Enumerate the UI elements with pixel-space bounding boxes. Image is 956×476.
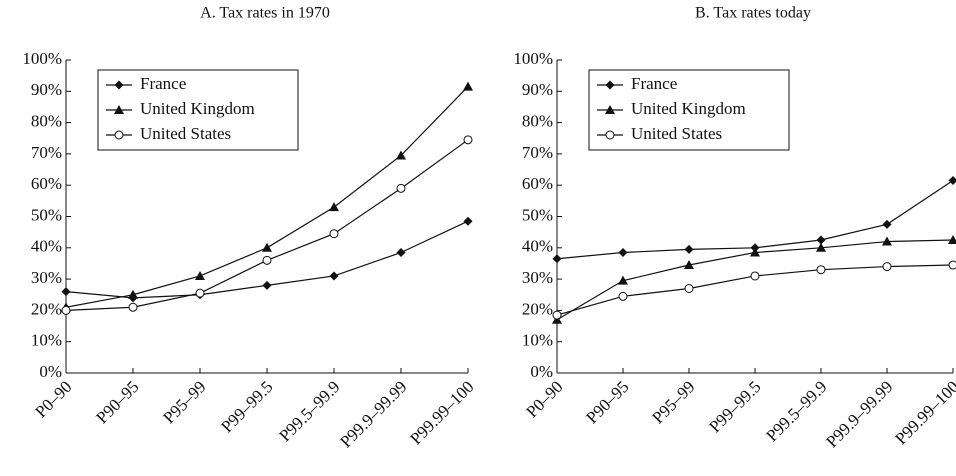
marker bbox=[114, 130, 124, 140]
marker bbox=[816, 265, 826, 275]
marker bbox=[329, 271, 339, 281]
marker bbox=[605, 130, 615, 140]
y-tick-label: 40% bbox=[31, 237, 62, 256]
marker bbox=[618, 275, 628, 285]
x-tick-label: P99.5–99.9 bbox=[762, 377, 830, 445]
y-tick-label: 80% bbox=[31, 112, 62, 131]
marker bbox=[463, 216, 473, 226]
legend-label: United States bbox=[140, 124, 231, 143]
x-tick-label: P95–99 bbox=[648, 377, 698, 427]
marker bbox=[882, 262, 892, 272]
y-tick-label: 10% bbox=[31, 331, 62, 350]
marker bbox=[684, 244, 694, 254]
marker bbox=[948, 176, 956, 186]
marker bbox=[750, 271, 760, 281]
x-tick-label: P99.9–99.99 bbox=[822, 377, 896, 451]
y-tick-label: 100% bbox=[513, 49, 553, 68]
marker bbox=[114, 105, 124, 114]
marker bbox=[882, 219, 892, 229]
x-tick-label: P90–95 bbox=[92, 377, 142, 427]
y-tick-label: 0% bbox=[39, 362, 62, 381]
marker bbox=[329, 202, 339, 212]
marker bbox=[396, 247, 406, 257]
marker bbox=[114, 80, 124, 90]
marker bbox=[605, 80, 615, 90]
marker bbox=[61, 305, 71, 315]
y-tick-label: 20% bbox=[31, 299, 62, 318]
y-tick-label: 60% bbox=[522, 174, 553, 193]
marker bbox=[948, 260, 956, 270]
y-tick-label: 90% bbox=[522, 80, 553, 99]
x-tick-label: P99.5–99.9 bbox=[275, 377, 343, 445]
marker bbox=[750, 247, 760, 257]
marker bbox=[552, 254, 562, 264]
x-tick-label: P95–99 bbox=[159, 377, 209, 427]
legend-label: France bbox=[140, 74, 186, 93]
x-tick-label: P99–99.5 bbox=[705, 377, 764, 436]
marker bbox=[195, 270, 205, 280]
marker bbox=[262, 280, 272, 290]
y-tick-label: 40% bbox=[522, 237, 553, 256]
marker bbox=[552, 310, 562, 320]
marker bbox=[882, 236, 892, 246]
y-tick-label: 0% bbox=[530, 362, 553, 381]
x-tick-label: P99–99.5 bbox=[217, 377, 276, 436]
y-tick-label: 50% bbox=[522, 205, 553, 224]
y-tick-label: 20% bbox=[522, 299, 553, 318]
y-tick-label: 70% bbox=[522, 143, 553, 162]
x-tick-label: P0–90 bbox=[522, 377, 566, 421]
y-tick-label: 30% bbox=[31, 268, 62, 287]
y-tick-label: 100% bbox=[22, 49, 62, 68]
x-tick-label: P99.9–99.99 bbox=[336, 377, 410, 451]
y-tick-label: 60% bbox=[31, 174, 62, 193]
y-tick-label: 30% bbox=[522, 268, 553, 287]
x-tick-label: P0–90 bbox=[31, 377, 75, 421]
marker bbox=[262, 255, 272, 265]
marker bbox=[463, 81, 473, 91]
marker bbox=[948, 234, 956, 244]
marker bbox=[684, 260, 694, 270]
marker bbox=[605, 105, 615, 114]
legend-label: United States bbox=[631, 124, 722, 143]
marker bbox=[128, 289, 138, 299]
x-tick-label: P90–95 bbox=[582, 377, 632, 427]
marker bbox=[128, 302, 138, 312]
chart-title: B. Tax rates today bbox=[695, 5, 811, 22]
marker bbox=[618, 247, 628, 257]
legend-label: United Kingdom bbox=[140, 99, 255, 118]
y-tick-label: 10% bbox=[522, 331, 553, 350]
y-tick-label: 50% bbox=[31, 205, 62, 224]
marker bbox=[684, 283, 694, 293]
marker bbox=[61, 287, 71, 297]
marker bbox=[262, 242, 272, 252]
marker bbox=[618, 291, 628, 301]
marker bbox=[816, 235, 826, 245]
x-tick-label: P99.99–100 bbox=[891, 377, 956, 448]
legend-label: United Kingdom bbox=[631, 99, 746, 118]
chart-title: A. Tax rates in 1970 bbox=[200, 5, 330, 22]
legend-label: France bbox=[631, 74, 677, 93]
marker bbox=[329, 229, 339, 239]
marker bbox=[396, 183, 406, 193]
y-tick-label: 90% bbox=[31, 80, 62, 99]
x-tick-label: P99.99–100 bbox=[406, 377, 477, 448]
marker bbox=[195, 288, 205, 298]
marker bbox=[816, 242, 826, 252]
marker bbox=[396, 150, 406, 160]
marker bbox=[463, 135, 473, 145]
y-tick-label: 80% bbox=[522, 112, 553, 131]
y-tick-label: 70% bbox=[31, 143, 62, 162]
